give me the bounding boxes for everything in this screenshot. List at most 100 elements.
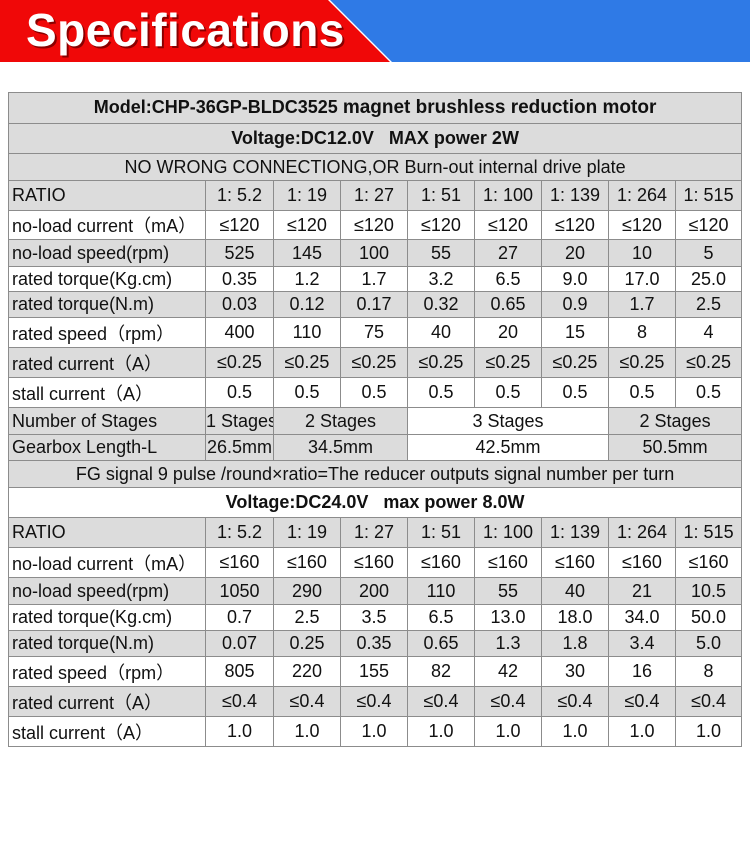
table-cell: 100 [340,239,408,267]
table-cell: 1.7 [608,291,676,318]
table-row: rated current（A） ≤0.4 ≤0.4 ≤0.4 ≤0.4 ≤0.4 ≤0.4… [8,686,743,717]
table-cell: ≤0.25 [474,347,542,378]
gearbox-3-stage: 42.5mm [407,434,609,461]
table-cell: ≤0.25 [205,347,274,378]
table-cell: 2.5 [674,291,743,318]
row-label: no-load current（mA） [8,547,206,578]
row-label: RATIO [8,517,206,548]
table-cell: 75 [340,317,408,348]
table-cell: 1: 515 [674,517,743,548]
table-row: rated current（A） ≤0.25 ≤0.25 ≤0.25 ≤0.25 ≤0.2… [8,347,743,378]
table-cell: 20 [541,239,609,267]
stages-label: Number of Stages [8,407,206,435]
table-cell: 16 [608,656,676,687]
table-cell: 42 [474,656,542,687]
row-label: rated torque(N.m) [8,291,206,318]
table-cell: ≤0.25 [608,347,676,378]
table-cell: ≤120 [340,210,408,240]
table-cell: ≤0.4 [273,686,341,717]
table-cell: 1.7 [340,266,408,292]
table-cell: 1: 51 [407,180,475,211]
table-row: Gearbox Length-L 26.5mm 34.5mm 42.5mm 50.5mm [8,434,743,461]
table-cell: ≤0.25 [541,347,609,378]
row-label: rated torque(N.m) [8,630,206,657]
table-cell: 20 [474,317,542,348]
stages-2-stage: 2 Stages [273,407,408,435]
table-cell: ≤160 [674,547,743,578]
table-cell: 1: 27 [340,180,408,211]
table-cell: 50.0 [674,604,743,631]
table-row: rated speed（rpm） 400 110 75 40 20 15 8 4 [8,317,743,348]
row-label: RATIO [8,180,206,211]
table-cell: 15 [541,317,609,348]
voltage-12v-header: Voltage:DC12.0V MAX power 2W [7,123,743,154]
table-cell: 0.65 [474,291,542,318]
stages-2-stage-b: 2 Stages [607,407,743,435]
table-row: rated torque(N.m) 0.07 0.25 0.35 0.65 1.3 1.8 3… [8,630,743,657]
table-cell: 0.5 [474,377,542,408]
table-row: rated torque(N.m) 0.03 0.12 0.17 0.32 0.65 0.9… [8,291,743,318]
table-cell: ≤160 [407,547,475,578]
table-row: RATIO 1: 5.2 1: 19 1: 27 1: 51 1: 100 1: 139 1:… [8,180,743,211]
table-cell: 1.0 [474,716,542,747]
table-cell: 1.0 [608,716,676,747]
table-cell: ≤160 [474,547,542,578]
table-cell: 18.0 [541,604,609,631]
voltage-24v-header: Voltage:DC24.0V max power 8.0W [7,487,743,518]
table-cell: 0.12 [273,291,341,318]
table-cell: 1.0 [674,716,743,747]
table-cell: 1: 264 [608,517,676,548]
table-cell: ≤0.4 [340,686,408,717]
gearbox-1-stage: 26.5mm [205,434,274,461]
table-cell: 220 [273,656,341,687]
wiring-warning: NO WRONG CONNECTIONG,OR Burn-out interna… [7,153,743,181]
row-label: rated torque(Kg.cm) [8,266,206,292]
table-cell: 1: 19 [273,180,341,211]
row-label: rated current（A） [8,686,206,717]
table-cell: 0.17 [340,291,408,318]
table-cell: 1: 515 [674,180,743,211]
table-cell: 0.07 [205,630,274,657]
table-row: FG signal 9 pulse /round×ratio=The reduc… [7,460,743,488]
table-cell: 0.32 [407,291,475,318]
table-cell: 0.5 [340,377,408,408]
table-cell: 1: 27 [340,517,408,548]
row-label: stall current（A） [8,716,206,747]
table-cell: 21 [608,577,676,605]
table-cell: ≤0.4 [407,686,475,717]
table-cell: 1: 5.2 [205,180,274,211]
table-row: stall current（A） 1.0 1.0 1.0 1.0 1.0 1.0 1.0 1.0 [8,716,743,747]
table-cell: 5.0 [674,630,743,657]
table-cell: 10.5 [674,577,743,605]
table-cell: 0.5 [205,377,274,408]
table-cell: 1.0 [205,716,274,747]
row-label: no-load speed(rpm) [8,577,206,605]
table-cell: 55 [474,577,542,605]
table-cell: 155 [340,656,408,687]
table-cell: 34.0 [608,604,676,631]
table-row: Voltage:DC24.0V max power 8.0W [7,487,743,518]
table-row: no-load current（mA） ≤120 ≤120 ≤120 ≤120 ≤120 ≤… [8,210,743,240]
voltage-24v-label: Voltage:DC24.0V [225,492,369,512]
table-cell: ≤0.25 [674,347,743,378]
gearbox-2-stage-b: 50.5mm [607,434,743,461]
table-cell: 17.0 [608,266,676,292]
row-label: rated current（A） [8,347,206,378]
table-row: no-load speed(rpm) 525 145 100 55 27 20 10 5 [8,239,743,267]
table-cell: 1: 139 [541,180,609,211]
table-cell: ≤120 [541,210,609,240]
table-cell: ≤120 [273,210,341,240]
specifications-banner: Specifications [0,0,750,62]
table-cell: 1: 100 [474,517,542,548]
table-cell: 82 [407,656,475,687]
table-cell: 110 [273,317,341,348]
table-cell: 1.0 [407,716,475,747]
table-cell: 0.5 [273,377,341,408]
banner-title: Specifications [26,4,345,56]
table-cell: 1: 5.2 [205,517,274,548]
table-cell: 10 [608,239,676,267]
table-row: no-load speed(rpm) 1050 290 200 110 55 40 21 10.… [8,577,743,605]
gearbox-2-stage: 34.5mm [273,434,408,461]
table-cell: 0.25 [273,630,341,657]
table-cell: 110 [407,577,475,605]
